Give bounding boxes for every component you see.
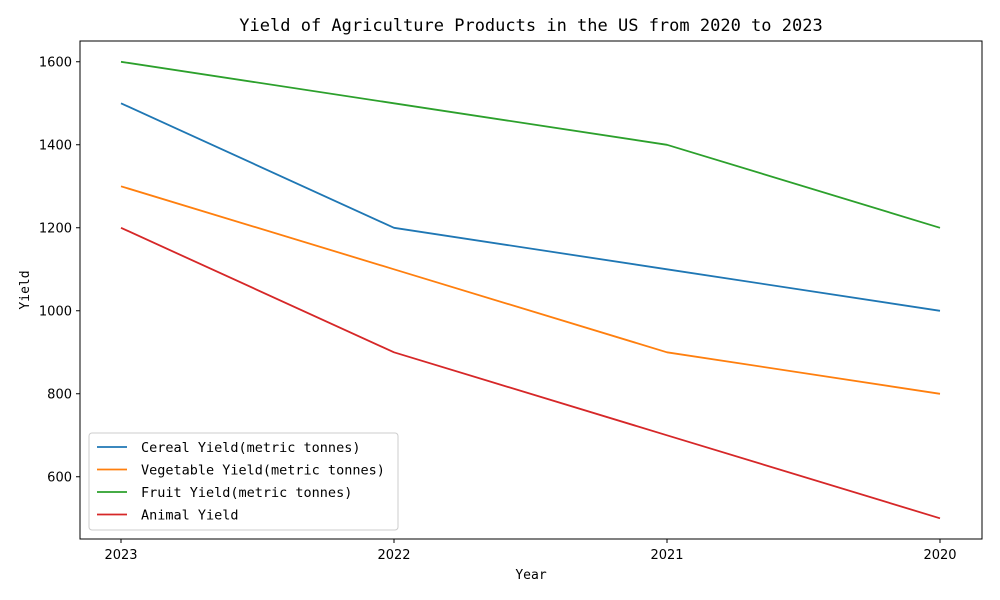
x-tick-label: 2020 (923, 548, 956, 563)
y-tick-label: 1200 (39, 221, 72, 236)
x-axis-label: Year (515, 568, 546, 583)
chart-title: Yield of Agriculture Products in the US … (239, 16, 822, 36)
x-tick-label: 2022 (377, 548, 410, 563)
y-axis-label: Yield (18, 270, 33, 309)
y-tick-label: 1400 (39, 138, 72, 153)
y-tick-label: 600 (47, 470, 72, 485)
x-axis-ticks: 2023 2022 2021 2020 (104, 539, 957, 563)
y-axis-ticks: 600 800 1000 1200 1400 1600 (39, 55, 80, 485)
legend: Cereal Yield(metric tonnes) Vegetable Yie… (88, 432, 399, 531)
x-tick-label: 2021 (650, 548, 683, 563)
series-line-1 (120, 102, 941, 312)
legend-label: Animal Yield (141, 508, 239, 524)
legend-label: Vegetable Yield(metric tonnes) (141, 463, 385, 479)
series-layer (120, 60, 941, 520)
series-line-4 (120, 226, 941, 520)
y-tick-label: 1000 (39, 304, 72, 319)
legend-label: Cereal Yield(metric tonnes) (141, 440, 360, 456)
legend-box (88, 432, 399, 531)
x-tick-label: 2023 (104, 548, 137, 563)
y-tick-label: 1600 (39, 55, 72, 70)
series-line-2 (120, 185, 941, 395)
legend-label: Fruit Yield(metric tonnes) (141, 485, 352, 501)
series-line-3 (120, 60, 941, 229)
y-tick-label: 800 (47, 387, 72, 402)
